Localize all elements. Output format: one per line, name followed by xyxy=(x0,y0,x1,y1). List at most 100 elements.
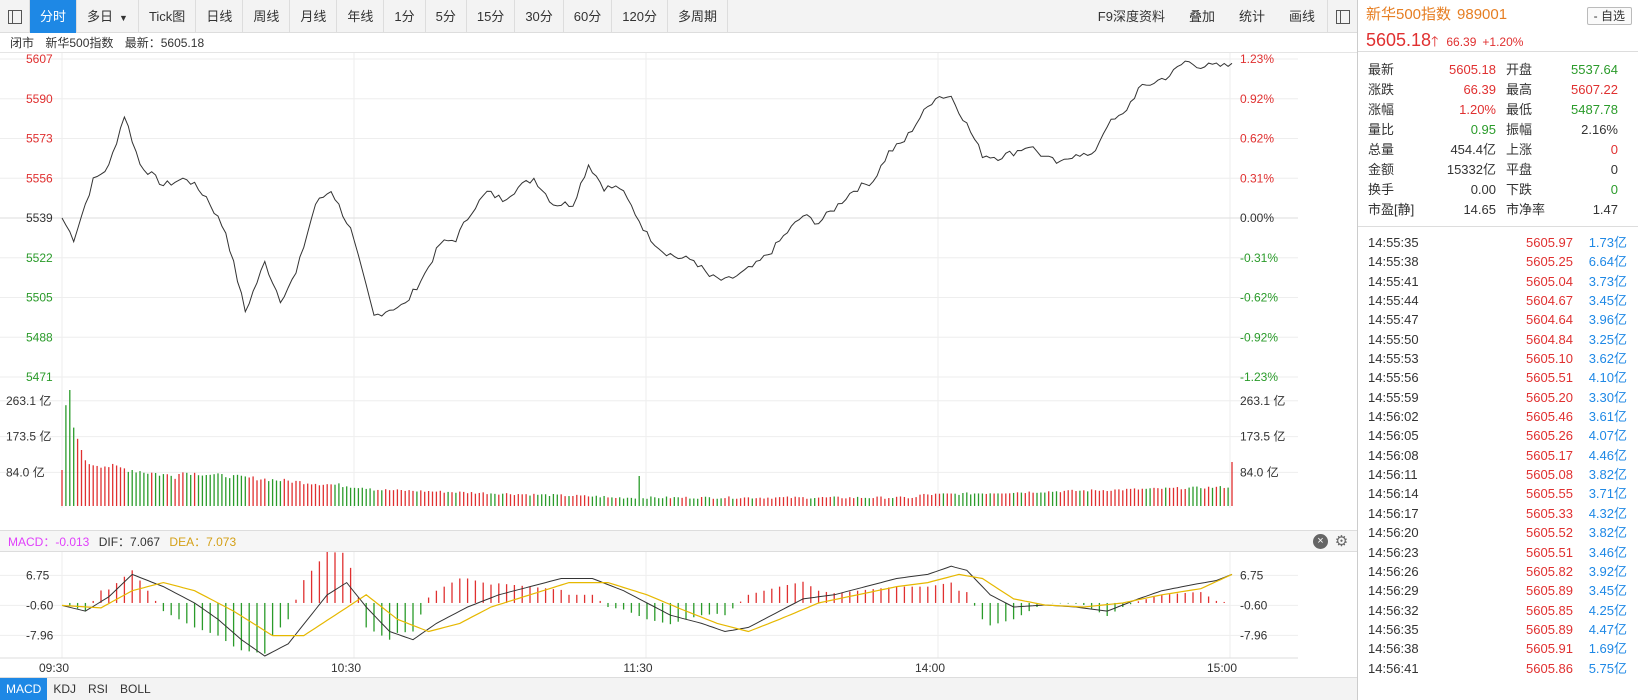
tab-2[interactable]: Tick图 xyxy=(139,0,197,33)
quote-panel: 新华500指数 989001 - 自选 5605.18🡑 66.39 +1.20% 最… xyxy=(1357,0,1638,700)
tick-row[interactable]: 14:55:50 5604.84 3.25亿 xyxy=(1358,330,1638,349)
gear-icon[interactable]: ⚙ xyxy=(1334,533,1349,550)
macd-tick-right: 6.75 xyxy=(1240,568,1264,582)
tick-price: 5604.67 xyxy=(1526,293,1573,309)
tick-row[interactable]: 14:56:35 5605.89 4.47亿 xyxy=(1358,620,1638,639)
tick-volume: 4.32亿 xyxy=(1588,505,1627,521)
toolbar-right-1[interactable]: 叠加 xyxy=(1188,9,1215,24)
stats-row: 最新 5605.18 开盘 5537.64 xyxy=(1358,60,1638,80)
tab-3[interactable]: 日线 xyxy=(196,0,244,33)
tab-6[interactable]: 年线 xyxy=(337,0,385,33)
tick-row[interactable]: 14:56:11 5605.08 3.82亿 xyxy=(1358,465,1638,484)
close-indicator-icon[interactable]: × xyxy=(1313,534,1328,549)
tick-time: 14:56:26 xyxy=(1368,563,1419,579)
tick-row[interactable]: 14:56:20 5605.52 3.82亿 xyxy=(1358,523,1638,542)
stat-value: 5607.22 xyxy=(1571,82,1618,97)
pct-tick-label: -0.31% xyxy=(1240,251,1278,265)
tab-9[interactable]: 15分 xyxy=(467,0,516,33)
vol-label-right: 84.0 亿 xyxy=(1240,464,1279,479)
tick-volume: 3.82亿 xyxy=(1588,525,1627,541)
tick-price: 5605.51 xyxy=(1526,544,1573,560)
tab-5[interactable]: 月线 xyxy=(290,0,338,33)
tick-row[interactable]: 14:56:29 5605.89 3.45亿 xyxy=(1358,581,1638,600)
tick-row[interactable]: 14:55:47 5604.64 3.96亿 xyxy=(1358,310,1638,329)
stats-row: 总量 454.4亿 上涨 0 xyxy=(1358,140,1638,160)
indicator-tab-boll[interactable]: BOLL xyxy=(120,682,151,696)
toolbar-right-2[interactable]: 统计 xyxy=(1238,9,1265,24)
tick-time: 14:56:41 xyxy=(1368,660,1419,676)
tick-time: 14:56:38 xyxy=(1368,641,1419,657)
tick-price: 5605.25 xyxy=(1526,254,1573,270)
price-tick-label: 5471 xyxy=(26,370,53,384)
tick-price: 5605.82 xyxy=(1526,563,1573,579)
remove-watchlist-button[interactable]: - 自选 xyxy=(1586,7,1632,25)
tab-1[interactable]: 多日 ▼ xyxy=(77,0,139,33)
tick-row[interactable]: 14:55:38 5605.25 6.64亿 xyxy=(1358,252,1638,271)
price-tick-label: 5556 xyxy=(26,171,53,185)
tab-12[interactable]: 120分 xyxy=(612,0,668,33)
tab-13[interactable]: 多周期 xyxy=(668,0,728,33)
tick-row[interactable]: 14:55:59 5605.20 3.30亿 xyxy=(1358,388,1638,407)
dea-value: DEA：7.073 xyxy=(169,535,237,549)
tick-row[interactable]: 14:56:05 5605.26 4.07亿 xyxy=(1358,426,1638,445)
tab-7[interactable]: 1分 xyxy=(384,0,426,33)
time-axis-label: 14:00 xyxy=(915,661,945,675)
stat-label: 平盘 xyxy=(1506,162,1533,177)
tick-row[interactable]: 14:56:02 5605.46 3.61亿 xyxy=(1358,407,1638,426)
tick-row[interactable]: 14:55:35 5605.97 1.73亿 xyxy=(1358,233,1638,252)
tab-8[interactable]: 5分 xyxy=(426,0,467,33)
stat-value: 2.16% xyxy=(1581,122,1618,137)
tick-row[interactable]: 14:56:14 5605.55 3.71亿 xyxy=(1358,484,1638,503)
time-axis-label: 09:30 xyxy=(39,661,69,675)
tick-time: 14:55:41 xyxy=(1368,273,1419,289)
tick-time: 14:56:11 xyxy=(1368,467,1418,483)
tick-volume: 3.71亿 xyxy=(1588,486,1627,502)
tick-volume: 3.45亿 xyxy=(1588,293,1627,309)
tab-10[interactable]: 30分 xyxy=(515,0,564,33)
tick-row[interactable]: 14:56:26 5605.82 3.92亿 xyxy=(1358,562,1638,581)
tick-row[interactable]: 14:55:44 5604.67 3.45亿 xyxy=(1358,291,1638,310)
tab-4[interactable]: 周线 xyxy=(243,0,291,33)
intraday-chart[interactable]: 5607 5590 5573 5556 5539 5522 5505 5488 5471 1.23… xyxy=(0,53,1298,530)
tick-row[interactable]: 14:56:38 5605.91 1.69亿 xyxy=(1358,639,1638,658)
sidebar-toggle-icon[interactable] xyxy=(0,0,30,33)
tick-row[interactable]: 14:56:23 5605.51 3.46亿 xyxy=(1358,543,1638,562)
macd-tick-left: -7.96 xyxy=(26,628,54,642)
tab-11[interactable]: 60分 xyxy=(564,0,613,33)
tick-row[interactable]: 14:55:56 5605.51 4.10亿 xyxy=(1358,368,1638,387)
stat-value: 0.00 xyxy=(1470,182,1496,197)
tick-volume: 1.69亿 xyxy=(1588,641,1627,657)
toolbar-right-3[interactable]: 画线 xyxy=(1288,9,1315,24)
pct-tick-label: 0.62% xyxy=(1240,132,1274,146)
price-line: 5605.18🡑 66.39 +1.20% xyxy=(1358,30,1638,52)
stats-grid: 最新 5605.18 开盘 5537.64 涨跌 66.39 最高 5607.22 涨幅 1.20… xyxy=(1358,52,1638,227)
tick-price: 5605.97 xyxy=(1526,235,1573,250)
vol-label-right: 173.5 亿 xyxy=(1240,429,1285,444)
tick-row[interactable]: 14:56:17 5605.33 4.32亿 xyxy=(1358,504,1638,523)
stat-value: 0.95 xyxy=(1470,122,1496,137)
tick-time: 14:55:44 xyxy=(1368,293,1419,309)
tick-price: 5604.64 xyxy=(1526,312,1573,328)
macd-chart[interactable]: 6.75 6.75 -0.60 -0.60 -7.96 -7.96 09:30 10:30 11… xyxy=(0,552,1298,677)
layout-toggle-icon[interactable] xyxy=(1327,0,1357,33)
price-tick-label: 5590 xyxy=(26,92,53,106)
tick-time: 14:56:32 xyxy=(1368,602,1419,618)
tick-row[interactable]: 14:56:32 5605.85 4.25亿 xyxy=(1358,601,1638,620)
indicator-tab-kdj[interactable]: KDJ xyxy=(53,682,77,696)
macd-tick-right: -0.60 xyxy=(1240,598,1268,612)
tab-0[interactable]: 分时 xyxy=(30,0,78,33)
tick-row[interactable]: 14:55:41 5605.04 3.73亿 xyxy=(1358,272,1638,291)
indicator-tab-rsi[interactable]: RSI xyxy=(88,682,109,696)
indicator-tab-macd[interactable]: MACD xyxy=(0,678,48,700)
tick-row[interactable]: 14:56:08 5605.17 4.46亿 xyxy=(1358,446,1638,465)
tick-price: 5605.89 xyxy=(1526,621,1573,637)
tick-volume: 3.96亿 xyxy=(1588,312,1627,328)
tick-row[interactable]: 14:56:41 5605.86 5.75亿 xyxy=(1358,659,1638,678)
toolbar-right-0[interactable]: F9深度资料 xyxy=(1097,9,1165,24)
tick-row[interactable]: 14:55:53 5605.10 3.62亿 xyxy=(1358,349,1638,368)
price-tick-label: 5539 xyxy=(26,211,53,225)
tick-list[interactable]: 14:55:35 5605.97 1.73亿 14:55:38 5605.25 6.64亿… xyxy=(1358,227,1638,678)
volume-bars xyxy=(61,390,1233,506)
tick-time: 14:56:23 xyxy=(1368,544,1419,560)
stats-row: 市盈[静] 14.65 市净率 1.47 xyxy=(1358,200,1638,220)
